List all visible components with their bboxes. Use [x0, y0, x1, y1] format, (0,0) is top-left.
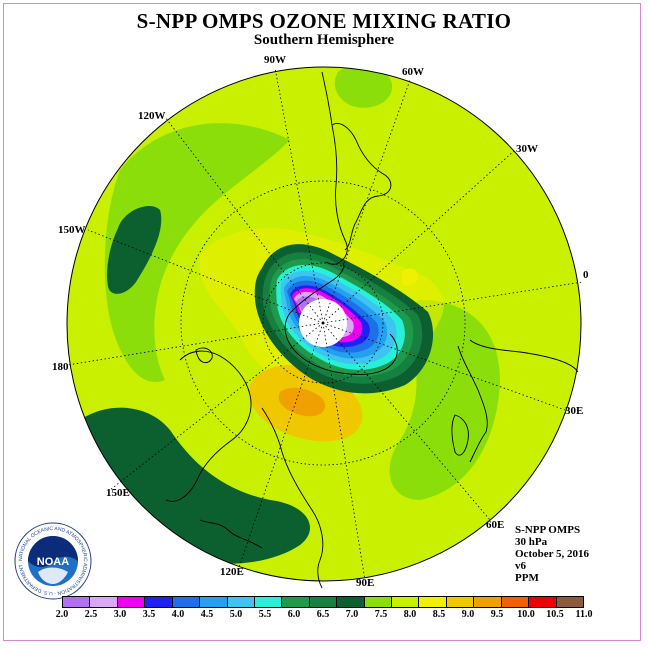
legend-tick-label: 4.5 — [200, 609, 214, 620]
info-level: 30 hPa — [515, 536, 548, 548]
legend-swatch — [62, 596, 91, 608]
legend-swatch — [199, 596, 228, 608]
map-border — [66, 66, 582, 582]
dark-patch-west — [107, 206, 162, 294]
legend-swatch — [144, 596, 173, 608]
page-subtitle: Southern Hemisphere — [253, 32, 395, 48]
color-legend — [62, 596, 585, 608]
legend-swatch — [226, 596, 255, 608]
yellow-patch-ne — [402, 268, 418, 286]
longitude-labels: 90W 60W 30W 120W 150W 0 180 30E 150E 60E… — [52, 54, 589, 589]
label-120w: 120W — [138, 110, 166, 122]
label-90w: 90W — [264, 54, 286, 66]
legend-swatch — [500, 596, 530, 608]
legend-swatch — [528, 596, 557, 608]
legend-tick-label: 10.5 — [546, 609, 564, 620]
legend-swatch — [253, 596, 283, 608]
label-150e: 150E — [106, 487, 130, 499]
legend-tick-label: 3.0 — [113, 609, 127, 620]
legend-swatch — [363, 596, 393, 608]
label-180: 180 — [52, 361, 69, 373]
legend-tick-label: 8.5 — [432, 609, 446, 620]
logo-text: NOAA — [37, 556, 69, 568]
legend-tick-label: 6.5 — [316, 609, 330, 620]
coastlines — [165, 71, 579, 589]
info-date: October 5, 2016 — [515, 548, 590, 560]
legend-tick-label: 9.5 — [490, 609, 504, 620]
label-150w: 150W — [58, 224, 86, 236]
info-block: S-NPP OMPS 30 hPa October 5, 2016 v6 PPM — [515, 524, 589, 584]
label-60w: 60W — [402, 66, 424, 78]
legend-tick-label: 5.0 — [229, 609, 243, 620]
label-60e: 60E — [486, 519, 504, 531]
green-patch-top — [334, 67, 393, 108]
legend-tick-label: 8.0 — [403, 609, 417, 620]
legend-swatch — [418, 596, 447, 608]
ozone-field — [67, 67, 581, 581]
legend-tick-label: 5.5 — [258, 609, 272, 620]
legend-swatch — [555, 596, 585, 608]
label-120e: 120E — [220, 566, 244, 578]
legend-tick-label: 6.0 — [287, 609, 301, 620]
legend-swatch — [116, 596, 146, 608]
info-instrument: S-NPP OMPS — [515, 524, 581, 536]
label-30e: 30E — [565, 405, 583, 417]
legend-ticks: 2.0 2.5 3.0 3.5 4.0 4.5 5.0 5.5 6.0 6.5 7.0 7.5 8.0 8… — [48, 609, 598, 623]
legend-tick-label: 11.0 — [575, 609, 593, 620]
legend-swatch — [473, 596, 502, 608]
green-band-west — [104, 123, 290, 382]
info-version: v6 — [515, 560, 526, 572]
legend-swatch — [281, 596, 310, 608]
noaa-logo: NATIONAL OCEANIC AND ATMOSPHERIC ADMINIS… — [14, 522, 92, 600]
legend-tick-label: 10.0 — [517, 609, 535, 620]
legend-swatch — [89, 596, 118, 608]
legend-swatch — [336, 596, 365, 608]
legend-tick-label: 2.0 — [55, 609, 69, 620]
legend-tick-label: 4.0 — [171, 609, 185, 620]
legend-tick-label: 7.5 — [374, 609, 388, 620]
legend-tick-label: 2.5 — [84, 609, 98, 620]
label-30w: 30W — [516, 143, 538, 155]
page-title: S-NPP OMPS OZONE MIXING RATIO — [136, 9, 512, 33]
legend-swatch — [171, 596, 201, 608]
image-frame — [3, 3, 641, 641]
legend-swatch — [391, 596, 420, 608]
legend-tick-label: 3.5 — [142, 609, 156, 620]
label-90e: 90E — [356, 577, 374, 589]
legend-swatch — [308, 596, 338, 608]
label-0: 0 — [583, 269, 589, 281]
legend-tick-label: 9.0 — [461, 609, 475, 620]
info-units: PPM — [515, 572, 539, 584]
legend-swatch — [445, 596, 475, 608]
legend-tick-label: 7.0 — [345, 609, 359, 620]
orange-core — [278, 387, 326, 417]
